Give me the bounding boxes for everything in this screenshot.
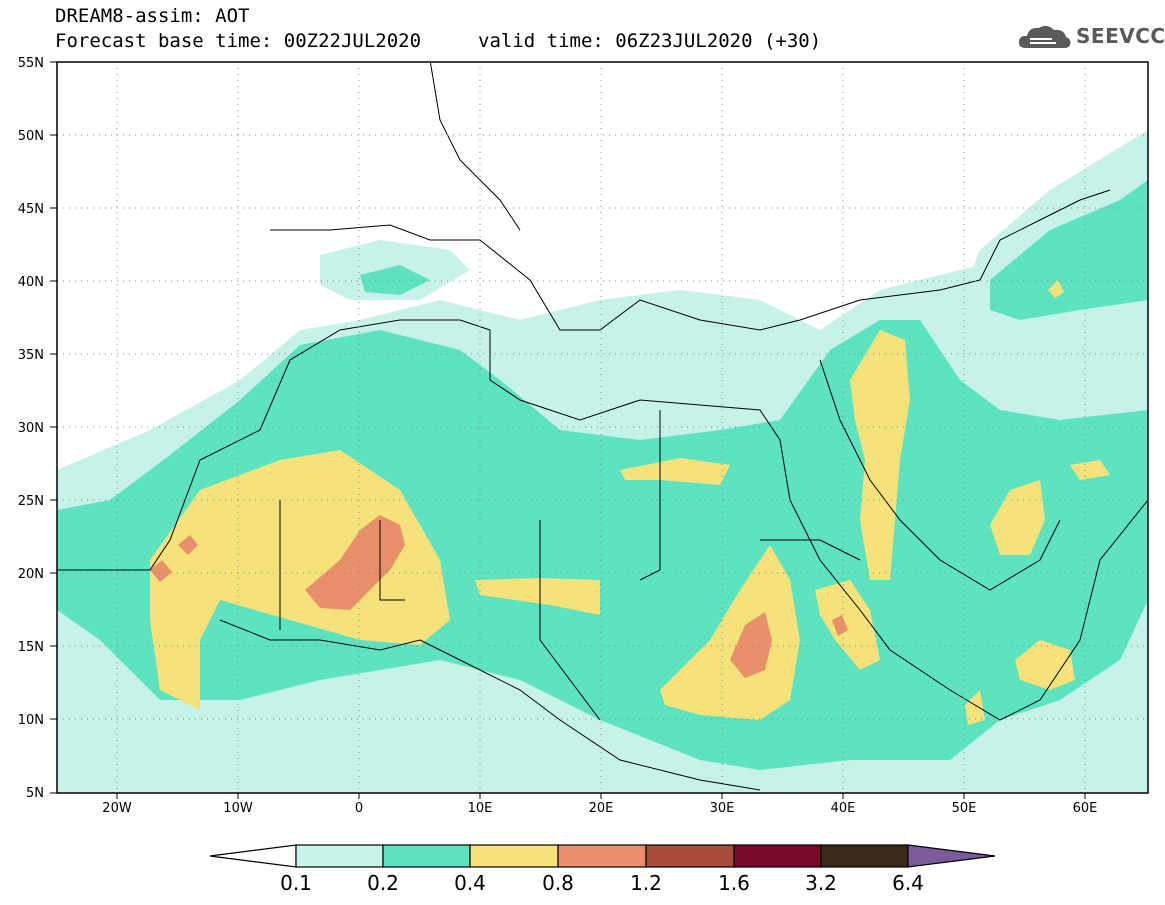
colorbar-label: 0.8 [542,871,574,895]
colorbar-labels: 0.1 0.2 0.4 0.8 1.2 1.6 3.2 6.4 [280,871,924,895]
lon-label: 20E [589,801,614,816]
lon-ticks [116,793,1086,799]
lat-label: 45N [18,202,44,217]
colorbar-label: 1.2 [630,871,662,895]
lat-label: 30N [18,421,44,436]
aot-band-0.4-caspian [1048,280,1064,298]
lat-label: 5N [26,786,44,801]
colorbar-label: 0.2 [367,871,399,895]
map-title: DREAM8-assim: AOT [55,5,250,27]
colorbar-label: 6.4 [892,871,924,895]
aot-band-0.2-spain [360,265,430,295]
aot-band-0.4-uae [990,480,1045,555]
colorbar-segment [820,844,909,868]
colorbar-segment-above [907,844,996,868]
colorbar-label: 3.2 [805,871,837,895]
aot-band-0.4-redsea [815,580,880,670]
seevccc-logo: SEEVCCC [1016,20,1165,52]
lon-label: 10E [468,801,493,816]
lon-axis: 20W 10W 0 10E 20E 30E 40E 50E 60E [102,801,1097,816]
lat-label: 15N [18,640,44,655]
lat-label: 35N [18,348,44,363]
lat-label: 20N [18,567,44,582]
lat-axis: 55N 50N 45N 40N 35N 30N 25N 20N 15N 10N … [18,56,44,801]
lon-label: 50E [952,801,977,816]
aot-band-0.2-caspian [990,180,1148,320]
colorbar-segment-below [209,844,297,868]
lat-label: 40N [18,275,44,290]
colorbar-label: 0.4 [454,871,486,895]
aot-band-0.8-sudan [730,612,772,678]
aot-band-0.4-west [150,450,450,710]
colorbar-segment [733,844,822,868]
colorbar-segment [469,844,559,868]
aot-band-0.4-sudan [660,545,800,720]
lon-label: 10W [223,801,253,816]
colorbar-segment [557,844,647,868]
aot-band-0.4-arabiansea [1015,640,1075,690]
lat-label: 55N [18,56,44,71]
forecast-base-time: Forecast base time: 00Z22JUL2020 [55,30,422,52]
lon-label: 0 [355,801,363,816]
aot-band-0.4-iran [1070,460,1110,480]
lon-label: 40E [831,801,856,816]
lat-ticks [50,61,57,794]
colorbar-label: 0.1 [280,871,312,895]
cloud-icon [1018,25,1071,48]
valid-time: valid time: 06Z23JUL2020 (+30) [478,30,822,52]
aot-band-0.4-libya [620,458,730,485]
aot-band-0.4-yemen [965,690,985,725]
coastlines [57,62,1148,791]
colorbar-segment [645,844,735,868]
aot-field [57,62,1148,793]
lon-label: 60E [1073,801,1098,816]
aot-band-0.8-senegal [150,560,172,582]
lat-label: 10N [18,713,44,728]
logo-text: SEEVCCC [1076,24,1165,48]
aot-band-0.8-mauritania [178,535,198,555]
lon-label: 20W [102,801,132,816]
lat-label: 50N [18,129,44,144]
lat-label: 25N [18,494,44,509]
colorbar [209,844,996,868]
lon-label: 30E [710,801,735,816]
colorbar-segment [382,844,471,868]
aot-band-0.4-arabia [850,330,910,580]
colorbar-label: 1.6 [718,871,750,895]
colorbar-segment [295,844,384,868]
aot-band-0.4-chad [475,578,600,615]
aot-band-0.8-eritrea [832,615,848,636]
